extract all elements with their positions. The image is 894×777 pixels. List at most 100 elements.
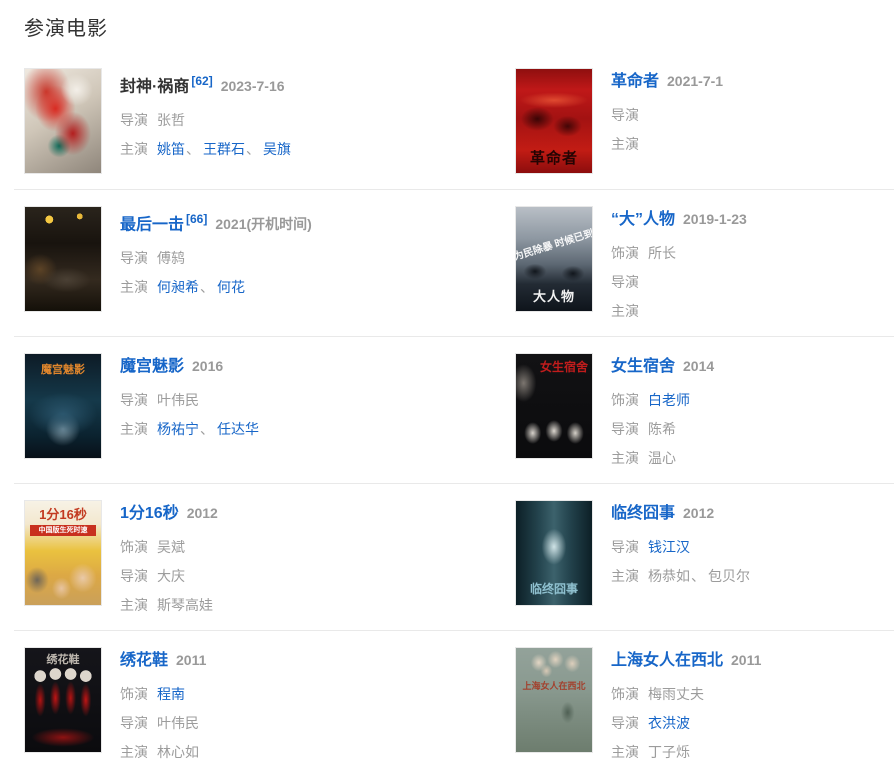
movie-title-line: 绣花鞋 2011 [120, 649, 491, 672]
movie-poster-image[interactable]: 绣花鞋 [24, 647, 102, 753]
movie-item: 1分16秒 中国版生死时速 1分16秒 2012 饰演 吴斌 导演 大庆 主演 斯琴高娃 [24, 500, 491, 615]
person-link[interactable]: 王群石 [203, 141, 245, 158]
credit-line: 导演 [611, 105, 894, 125]
movie-title-link[interactable]: 革命者 [611, 73, 660, 90]
credit-line: 主演 [611, 301, 894, 321]
movie-grid: 封神·祸商 [62] 2023-7-16 导演 张哲 主演 姚笛、 王群石、 吴旗 革命者 革… [0, 51, 894, 777]
credit-line: 主演 林心如 [120, 742, 491, 762]
poster-title-text: 临终囧事 [529, 582, 578, 596]
movie-info: 临终囧事 2012 导演 钱江汉 主演 杨恭如、 包贝尔 [611, 500, 894, 586]
movie-item: 绣花鞋 绣花鞋 2011 饰演 程南导演 叶伟民主演 林心如 [24, 647, 491, 762]
credit-line: 饰演 所长 [611, 243, 894, 263]
poster-title-text: 女生宿舍 [539, 360, 588, 374]
person-link[interactable]: 衣洪波 [648, 715, 690, 731]
person-name: 林心如 [157, 744, 199, 760]
movie-poster-image[interactable]: 上海女人在西北 [515, 647, 593, 753]
movie-title-line: “大”人物 2019-1-23 [611, 208, 894, 231]
movie-item: 最后一击 [66] 2021(开机时间) 导演 傅鸫 主演 何昶希、 何花 [24, 206, 491, 321]
person-name: 杨恭如 [648, 568, 690, 584]
person-link[interactable]: 何昶希 [157, 279, 199, 296]
credit-line: 导演 张哲 [120, 110, 491, 130]
credit-label: 饰演 [611, 245, 639, 261]
movie-item: 魔宫魅影 魔宫魅影 2016 导演 叶伟民主演 杨祐宁、 任达华 [24, 353, 491, 468]
movie-title-link[interactable]: 女生宿舍 [611, 358, 676, 375]
movie-title-link[interactable]: 临终囧事 [611, 505, 676, 522]
credit-label: 导演 [120, 715, 148, 731]
reference-sup-link[interactable]: [62] [191, 74, 213, 88]
movie-row: 最后一击 [66] 2021(开机时间) 导演 傅鸫 主演 何昶希、 何花 大人物 为民除暴… [0, 189, 894, 336]
credit-label: 主演 [611, 568, 639, 584]
person-link[interactable]: 姚笛 [157, 141, 185, 158]
movie-title-link[interactable]: 魔宫魅影 [120, 358, 185, 375]
movie-row: 魔宫魅影 魔宫魅影 2016 导演 叶伟民 主演 杨祐宁、 任达华 女生宿舍 女生宿舍 20… [0, 336, 894, 483]
movie-poster-image[interactable] [24, 206, 102, 312]
credit-line: 主演 斯琴高娃 [120, 595, 491, 615]
movie-title-link[interactable]: 1分16秒 [120, 505, 179, 522]
movie-poster-image[interactable] [24, 68, 102, 174]
credit-line: 导演 叶伟民 [120, 713, 491, 733]
release-date: 2011 [176, 652, 207, 668]
movie-title-text: 封神·祸商 [120, 78, 190, 96]
movie-title-line: 上海女人在西北 2011 [611, 649, 894, 672]
poster-tagline-text: 为民除暴 时候已到 [515, 228, 593, 263]
person-link[interactable]: 杨祐宁 [157, 421, 199, 437]
name-separator: 、 [200, 421, 214, 437]
poster-title-text: 魔宫魅影 [41, 364, 85, 376]
name-separator: 、 [186, 141, 200, 158]
person-link[interactable]: 程南 [157, 686, 185, 702]
credit-line: 导演 大庆 [120, 566, 491, 586]
credit-line: 导演 衣洪波 [611, 713, 894, 733]
poster-title-text: 大人物 [532, 289, 575, 304]
name-separator: 、 [246, 141, 260, 158]
credit-line: 主演 丁子烁 [611, 742, 894, 762]
movie-title-line: 魔宫魅影 2016 [120, 355, 491, 378]
movie-poster-image[interactable]: 革命者 [515, 68, 593, 174]
person-link[interactable]: 吴旗 [263, 141, 291, 158]
movie-item: 临终囧事 临终囧事 2012 导演 钱江汉 主演 杨恭如、 包贝尔 [515, 500, 894, 615]
movie-title-link[interactable]: “大”人物 [611, 211, 676, 228]
person-name: 吴斌 [157, 539, 185, 555]
movie-title-link[interactable]: 绣花鞋 [120, 652, 169, 669]
credit-label: 主演 [120, 597, 148, 613]
release-date: 2021(开机时间) [215, 216, 312, 233]
poster-title-text: 革命者 [529, 150, 578, 167]
release-date: 2012 [186, 505, 218, 521]
movie-poster-image[interactable]: 魔宫魅影 [24, 353, 102, 459]
movie-poster-image[interactable]: 临终囧事 [515, 500, 593, 606]
reference-sup-link[interactable]: [66] [186, 212, 208, 226]
credit-label: 导演 [120, 568, 148, 584]
movie-title-line: 临终囧事 2012 [611, 502, 894, 525]
person-name: 傅鸫 [157, 250, 185, 267]
person-link[interactable]: 任达华 [217, 421, 259, 437]
credit-label: 主演 [120, 141, 148, 158]
release-date: 2014 [683, 358, 715, 374]
credit-label: 饰演 [120, 686, 148, 702]
credit-line: 饰演 梅雨丈夫 [611, 684, 894, 704]
person-link[interactable]: 白老师 [648, 392, 690, 408]
credit-label: 主演 [120, 279, 148, 296]
person-link[interactable]: 何花 [217, 279, 245, 296]
credit-label: 饰演 [611, 392, 639, 408]
credit-label: 主演 [611, 450, 639, 466]
release-date: 2012 [683, 505, 715, 521]
person-link[interactable]: 钱江汉 [648, 539, 690, 555]
movie-title-link[interactable]: 最后一击 [120, 216, 185, 234]
movie-title-line: 最后一击 [66] 2021(开机时间) [120, 208, 491, 236]
credit-line: 主演 [611, 134, 894, 154]
credit-line: 导演 叶伟民 [120, 390, 491, 410]
person-name: 斯琴高娃 [157, 597, 213, 613]
credit-label: 饰演 [120, 539, 148, 555]
movie-poster-image[interactable]: 1分16秒 中国版生死时速 [24, 500, 102, 606]
credit-label: 主演 [120, 421, 148, 437]
person-name: 大庆 [157, 568, 185, 584]
movie-title-link[interactable]: 上海女人在西北 [611, 652, 724, 669]
movie-poster-image[interactable]: 女生宿舍 [515, 353, 593, 459]
credit-line: 主演 温心 [611, 448, 894, 468]
movie-info: 封神·祸商 [62] 2023-7-16 导演 张哲 主演 姚笛、 王群石、 吴旗 [120, 68, 491, 159]
credit-label: 饰演 [611, 686, 639, 702]
movie-poster-image[interactable]: 大人物 为民除暴 时候已到 [515, 206, 593, 312]
name-separator: 、 [691, 568, 705, 584]
poster-subtitle-text: 中国版生死时速 [30, 525, 96, 536]
credit-label: 导演 [120, 392, 148, 408]
credit-label: 导演 [611, 715, 639, 731]
